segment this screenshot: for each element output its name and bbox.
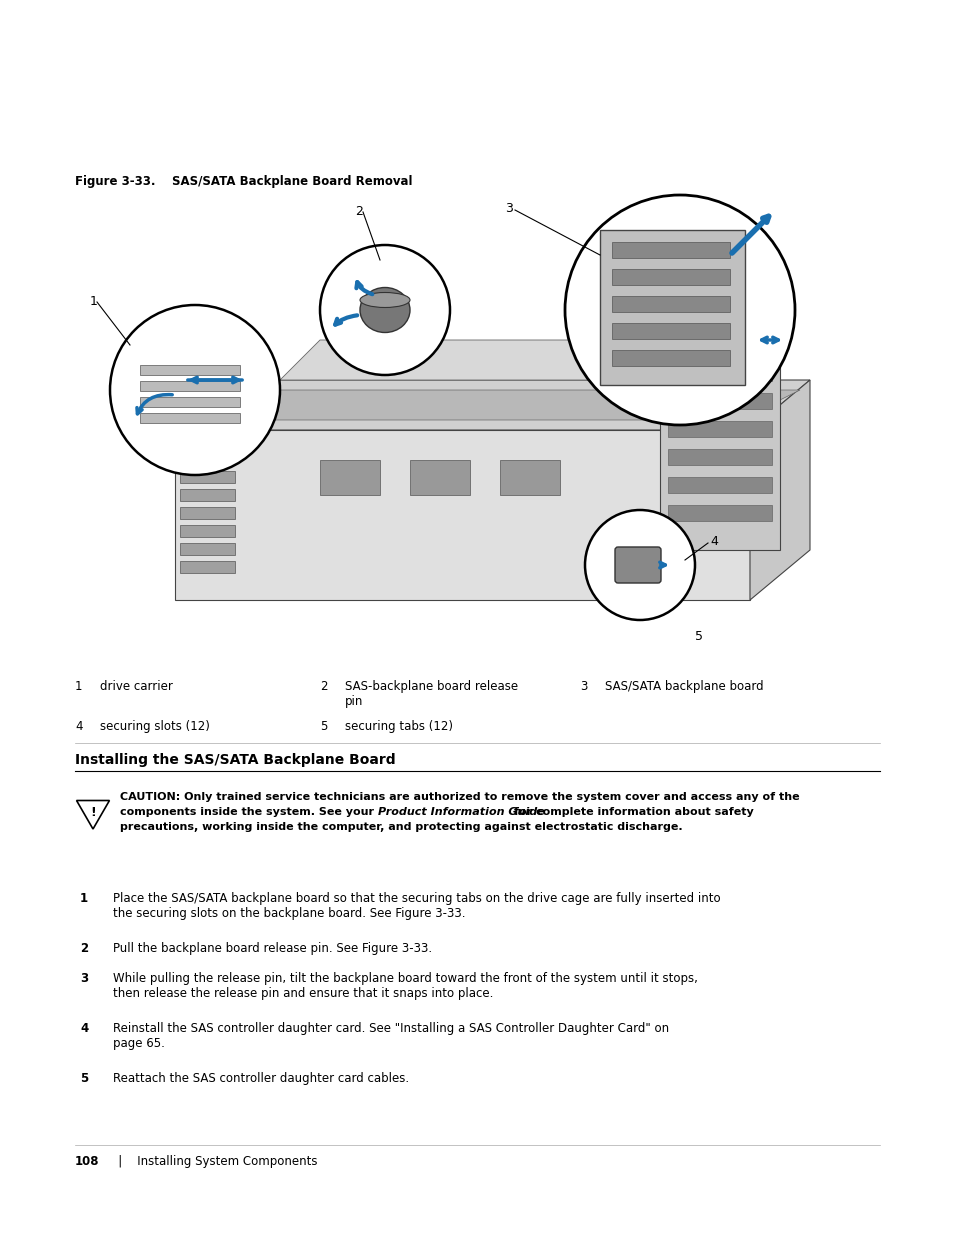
Text: SAS/SATA backplane board: SAS/SATA backplane board [604,680,762,693]
FancyBboxPatch shape [615,547,660,583]
Bar [180,489,234,501]
Bar [667,421,771,437]
Bar [140,366,240,375]
Bar [319,459,379,495]
Text: 1: 1 [80,892,88,905]
Text: 4: 4 [709,535,717,548]
Text: |    Installing System Components: | Installing System Components [107,1155,317,1168]
Text: 2: 2 [319,680,327,693]
Text: Figure 3-33.    SAS/SATA Backplane Board Removal: Figure 3-33. SAS/SATA Backplane Board Re… [75,175,412,188]
Bar [612,324,729,338]
Text: While pulling the release pin, tilt the backplane board toward the front of the : While pulling the release pin, tilt the … [112,972,698,1000]
Text: precautions, working inside the computer, and protecting against electrostatic d: precautions, working inside the computer… [120,823,682,832]
Polygon shape [174,380,809,430]
Bar [180,471,234,483]
Text: 3: 3 [504,203,513,215]
Text: components inside the system. See your: components inside the system. See your [120,806,377,818]
Bar [140,396,240,408]
Polygon shape [749,380,809,600]
Text: 108: 108 [75,1155,99,1168]
Text: 3: 3 [579,680,587,693]
Circle shape [564,195,794,425]
Text: securing slots (12): securing slots (12) [100,720,210,734]
Ellipse shape [359,288,410,332]
Text: CAUTION: Only trained service technicians are authorized to remove the system co: CAUTION: Only trained service technician… [120,792,799,802]
Bar [180,453,234,466]
Text: 2: 2 [80,942,88,955]
Text: Installing the SAS/SATA Backplane Board: Installing the SAS/SATA Backplane Board [75,753,395,767]
Bar [599,230,744,385]
Text: 2: 2 [355,205,362,219]
Bar [180,435,234,447]
Text: 5: 5 [695,630,702,643]
Polygon shape [280,340,789,380]
Bar [180,525,234,537]
Text: 4: 4 [75,720,82,734]
Bar [612,269,729,285]
Text: Reattach the SAS controller daughter card cables.: Reattach the SAS controller daughter car… [112,1072,409,1086]
Text: 3: 3 [80,972,88,986]
Polygon shape [174,430,749,600]
Bar [410,459,470,495]
Text: 5: 5 [319,720,327,734]
Bar [612,296,729,312]
Bar [612,350,729,366]
Bar [667,450,771,466]
Text: 1: 1 [75,680,82,693]
Bar [499,459,559,495]
Bar [612,242,729,258]
Bar [667,505,771,521]
Text: 4: 4 [80,1023,89,1035]
Bar [667,477,771,493]
Bar [667,393,771,409]
Text: securing tabs (12): securing tabs (12) [345,720,453,734]
Bar [180,543,234,555]
Text: SAS-backplane board release
pin: SAS-backplane board release pin [345,680,517,708]
Text: Place the SAS/SATA backplane board so that the securing tabs on the drive cage a: Place the SAS/SATA backplane board so th… [112,892,720,920]
Bar [667,366,771,382]
Bar [180,508,234,519]
Circle shape [110,305,280,475]
Bar [140,382,240,391]
Circle shape [319,245,450,375]
Text: Reinstall the SAS controller daughter card. See "Installing a SAS Controller Dau: Reinstall the SAS controller daughter ca… [112,1023,668,1050]
Circle shape [584,510,695,620]
Bar [180,561,234,573]
Bar [659,350,780,550]
Text: 1: 1 [90,295,98,308]
Ellipse shape [359,293,410,308]
Text: 5: 5 [80,1072,89,1086]
Text: drive carrier: drive carrier [100,680,172,693]
Text: !: ! [90,805,95,819]
Text: Product Information Guide: Product Information Guide [377,806,544,818]
Bar [140,412,240,424]
Text: for complete information about safety: for complete information about safety [514,806,753,818]
Text: Pull the backplane board release pin. See Figure 3-33.: Pull the backplane board release pin. Se… [112,942,432,955]
Polygon shape [185,390,800,420]
